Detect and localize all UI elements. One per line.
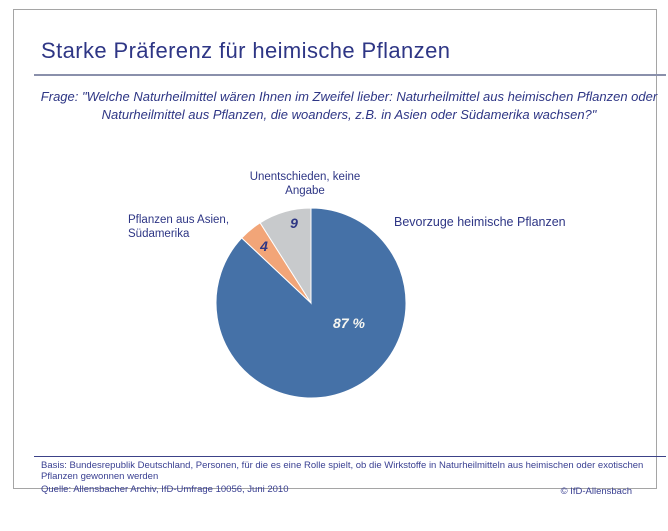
slice-label-asia-southamerica: Pflanzen aus Asien, Südamerika [128,214,230,241]
slide-title: Starke Präferenz für heimische Pflanzen [41,38,451,63]
slice-label-undecided: Unentschieden, keine Angabe [249,171,361,198]
pie-chart: 87 % 4 9 [215,207,407,399]
footer-divider [34,456,666,457]
pie-value-label-1: 4 [259,238,268,254]
pie-chart-container: 87 % 4 9 [215,207,407,399]
footer-source: Quelle: Allensbacher Archiv, IfD-Umfrage… [41,483,289,495]
slide-frame: Starke Präferenz für heimische Pflanzen … [13,9,666,497]
footer-copyright: © IfD-Allensbach [560,486,632,497]
footer-basis: Basis: Bundesrepublik Deutschland, Perso… [41,460,644,483]
footer-block: Basis: Bundesrepublik Deutschland, Perso… [41,460,656,495]
pie-value-label-0: 87 % [333,315,365,331]
pie-value-label-2: 9 [290,215,298,231]
title-divider [34,74,666,76]
slice-label-domestic-plants: Bevorzuge heimische Pflanzen [394,215,566,229]
pie-slice-2 [259,207,312,305]
survey-question: Frage: "Welche Naturheilmittel wären Ihn… [40,89,658,122]
